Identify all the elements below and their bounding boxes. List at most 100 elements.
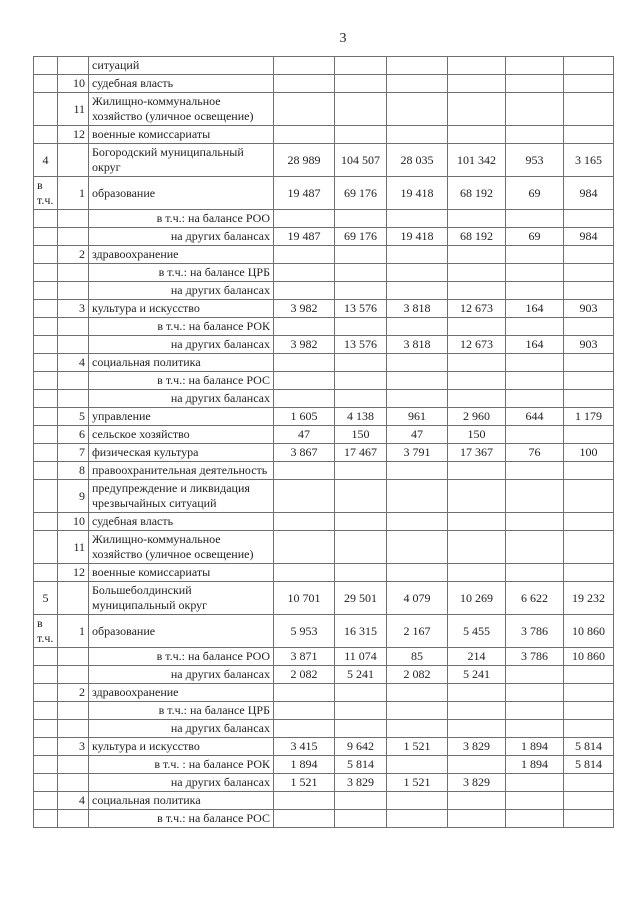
value-cell — [505, 701, 564, 720]
item-number-cell: 12 — [57, 125, 89, 144]
value-cell: 164 — [505, 335, 564, 354]
value-cell — [563, 683, 614, 702]
item-number-cell — [57, 701, 89, 720]
table-row: 12 военные комиссариаты — [33, 125, 614, 144]
value-cell: 19 487 — [273, 227, 335, 246]
value-cell — [447, 755, 506, 774]
table-row: в т.ч.: на балансе РОС — [33, 809, 614, 828]
value-cell — [273, 479, 335, 513]
value-cell — [505, 512, 564, 531]
value-cell — [563, 209, 614, 228]
value-cell — [386, 245, 448, 264]
value-cell: 85 — [386, 647, 448, 666]
value-cell — [447, 809, 506, 828]
item-number-cell: 6 — [57, 425, 89, 444]
table-row: на других балансах — [33, 389, 614, 408]
table-row: 3 культура и искусство 3 982 13 576 3 818 12 … — [33, 299, 614, 318]
value-cell — [563, 74, 614, 93]
value-cell: 150 — [447, 425, 506, 444]
value-cell — [273, 263, 335, 282]
value-cell: 214 — [447, 647, 506, 666]
value-cell — [273, 245, 335, 264]
value-cell — [447, 245, 506, 264]
table-row: 5 Большеболдинский муниципальный округ 10 … — [33, 581, 614, 615]
value-cell — [273, 353, 335, 372]
value-cell — [505, 245, 564, 264]
value-cell: 47 — [273, 425, 335, 444]
value-cell — [334, 461, 387, 480]
table-row: в т.ч.: на балансе РОК — [33, 317, 614, 336]
value-cell: 2 960 — [447, 407, 506, 426]
value-cell — [447, 317, 506, 336]
value-cell — [505, 809, 564, 828]
table-row: на других балансах 1 521 3 829 1 521 3 829 — [33, 773, 614, 792]
group-number-cell — [33, 479, 58, 513]
value-cell — [386, 461, 448, 480]
item-number-cell — [57, 719, 89, 738]
group-number-cell — [33, 512, 58, 531]
group-number-cell — [33, 335, 58, 354]
value-cell: 10 701 — [273, 581, 335, 615]
value-cell: 12 673 — [447, 335, 506, 354]
group-number-cell: 5 — [33, 581, 58, 615]
value-cell: 68 192 — [447, 176, 506, 210]
group-number-cell — [33, 461, 58, 480]
value-cell — [505, 665, 564, 684]
table-body: ситуаций 10 судебная власть 11 Жилищно-комму… — [33, 56, 614, 828]
value-cell — [447, 353, 506, 372]
value-cell — [447, 209, 506, 228]
budget-expenditure-table: ситуаций 10 судебная власть 11 Жилищно-комму… — [33, 56, 614, 828]
group-number-cell — [33, 755, 58, 774]
value-cell — [563, 512, 614, 531]
item-number-cell — [57, 317, 89, 336]
value-cell — [386, 281, 448, 300]
value-cell — [334, 92, 387, 126]
value-cell — [273, 281, 335, 300]
value-cell — [505, 530, 564, 564]
table-row: в т.ч. : на балансе РОК 1 894 5 814 1 894 5 … — [33, 755, 614, 774]
value-cell — [505, 209, 564, 228]
value-cell: 19 418 — [386, 227, 448, 246]
item-number-cell — [57, 647, 89, 666]
category-label-cell: здравоохранение — [88, 683, 274, 702]
value-cell — [386, 389, 448, 408]
item-number-cell — [57, 263, 89, 282]
item-number-cell — [57, 209, 89, 228]
value-cell — [563, 245, 614, 264]
group-number-cell — [33, 647, 58, 666]
value-cell — [386, 755, 448, 774]
value-cell — [447, 461, 506, 480]
value-cell: 3 818 — [386, 299, 448, 318]
value-cell — [386, 683, 448, 702]
category-label-cell: в т.ч.: на балансе ЦРБ — [88, 263, 274, 282]
category-label-cell: ситуаций — [88, 56, 274, 75]
group-number-cell — [33, 665, 58, 684]
value-cell — [505, 425, 564, 444]
value-cell — [273, 74, 335, 93]
table-row: на других балансах 19 487 69 176 19 418 68 1… — [33, 227, 614, 246]
value-cell: 5 241 — [447, 665, 506, 684]
group-number-cell: в т.ч. — [33, 614, 58, 648]
value-cell: 961 — [386, 407, 448, 426]
value-cell — [563, 317, 614, 336]
value-cell — [505, 317, 564, 336]
value-cell: 3 415 — [273, 737, 335, 756]
value-cell: 903 — [563, 335, 614, 354]
group-number-cell — [33, 227, 58, 246]
value-cell — [505, 125, 564, 144]
category-label-cell: судебная власть — [88, 74, 274, 93]
value-cell — [563, 389, 614, 408]
value-cell — [447, 389, 506, 408]
value-cell: 2 167 — [386, 614, 448, 648]
value-cell — [563, 809, 614, 828]
value-cell — [334, 530, 387, 564]
item-number-cell: 11 — [57, 530, 89, 564]
table-row: в т.ч.: на балансе ЦРБ — [33, 701, 614, 720]
table-row: ситуаций — [33, 56, 614, 75]
value-cell: 2 082 — [386, 665, 448, 684]
value-cell: 3 871 — [273, 647, 335, 666]
group-number-cell — [33, 125, 58, 144]
value-cell: 10 269 — [447, 581, 506, 615]
value-cell: 644 — [505, 407, 564, 426]
category-label-cell: на других балансах — [88, 335, 274, 354]
